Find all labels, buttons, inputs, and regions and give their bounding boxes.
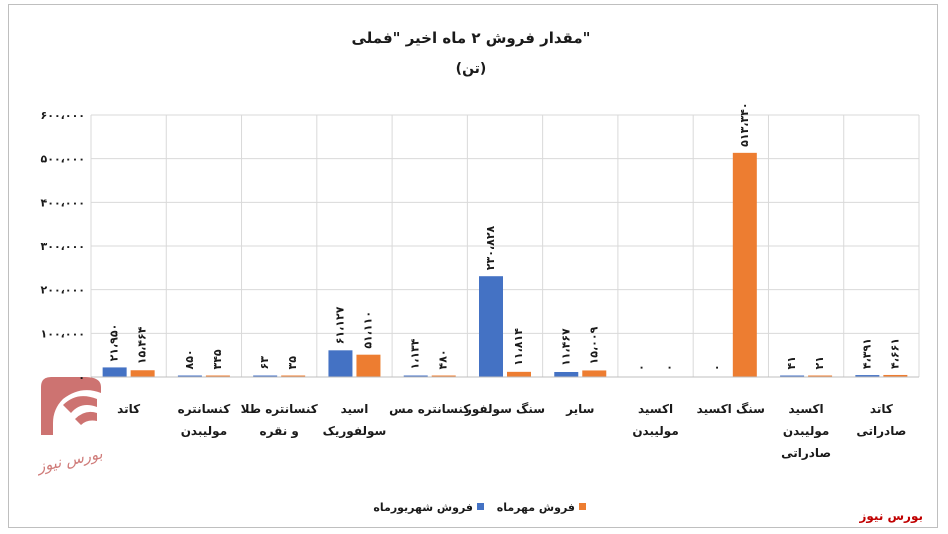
- data-label: ۱،۱۳۴: [409, 338, 422, 369]
- data-label: ۴۱: [785, 356, 798, 369]
- data-label: ۲۱: [813, 356, 826, 369]
- data-label: ۳۵: [286, 356, 299, 370]
- legend-swatch: [579, 503, 586, 510]
- chart-subtitle: (تن): [456, 61, 487, 77]
- y-tick-label: ۱۰۰،۰۰۰: [41, 327, 85, 340]
- bar-shahrivar: [855, 375, 880, 377]
- data-label: ۴،۳۹۱: [860, 338, 873, 369]
- bar-mehr: [732, 152, 757, 377]
- data-label: ۰: [635, 364, 648, 371]
- data-label: ۴۸۰: [437, 349, 450, 369]
- bar-shahrivar: [479, 276, 503, 377]
- data-label: ۶۳: [258, 356, 271, 370]
- data-label: ۵۱۳،۳۴۰: [738, 102, 751, 146]
- bar-mehr: [507, 371, 531, 377]
- bar-shahrivar: [102, 367, 127, 377]
- category-label: اسید: [341, 402, 369, 416]
- y-tick-label: ۴۰۰،۰۰۰: [41, 196, 85, 209]
- data-label: ۵۱،۱۱۰: [361, 311, 374, 349]
- category-label: کاتد: [117, 402, 140, 416]
- bar-chart: مقدار فروش ۲ ماه اخیر "فملی" (تن) بورس ن…: [34, 29, 920, 514]
- data-label: ۱۱،۸۱۴: [512, 328, 525, 366]
- category-label: صادراتی: [856, 424, 906, 438]
- chart-title: مقدار فروش ۲ ماه اخیر "فملی": [352, 29, 591, 47]
- chart-frame: مقدار فروش ۲ ماه اخیر "فملی" (تن) بورس ن…: [8, 4, 938, 528]
- bar-mehr: [883, 374, 908, 377]
- category-label: اکسید: [638, 402, 673, 416]
- category-label: کنسانتره مس: [389, 402, 470, 416]
- data-label: ۸۵۰: [183, 349, 196, 369]
- category-label: کنسانتره: [178, 402, 231, 416]
- legend-label: فروش مهرماه: [497, 501, 575, 514]
- bar-mehr: [281, 375, 306, 377]
- bar-mehr: [356, 354, 381, 377]
- data-label: ۴،۶۶۱: [888, 338, 901, 369]
- bar-mehr: [130, 370, 155, 377]
- category-label: کنسانتره طلا: [241, 402, 318, 416]
- data-label: ۳۴۵: [211, 349, 224, 369]
- data-label: ۱۵،۴۶۴: [136, 326, 149, 364]
- legend-swatch: [477, 503, 484, 510]
- bar-mehr: [431, 375, 456, 377]
- category-label: مولیبدن: [181, 424, 227, 439]
- data-label: ۲۳۰،۸۲۸: [484, 225, 497, 270]
- y-tick-label: ۰: [78, 371, 85, 384]
- y-tick-label: ۳۰۰،۰۰۰: [41, 240, 85, 253]
- data-label: ۰: [663, 364, 676, 371]
- y-tick-label: ۶۰۰،۰۰۰: [41, 109, 85, 122]
- category-label: صادراتی: [781, 446, 831, 460]
- data-label: ۱۵،۰۰۹: [587, 326, 600, 364]
- bar-mehr: [808, 375, 833, 377]
- y-tick-label: ۲۰۰،۰۰۰: [41, 284, 85, 297]
- bourse-news-logo: بورس نیوز: [34, 377, 104, 476]
- category-label: مولیبدن: [632, 424, 678, 439]
- data-label: ۶۱،۱۲۷: [333, 306, 346, 344]
- bar-shahrivar: [253, 375, 278, 377]
- bar-mehr: [205, 375, 230, 377]
- category-label: و نقره: [260, 424, 299, 439]
- category-label: اکسید: [789, 402, 824, 416]
- bar-mehr: [582, 370, 607, 377]
- source-label: بورس نیوز: [859, 509, 923, 523]
- category-label: سنگ اکسید: [697, 402, 765, 416]
- bar-shahrivar: [328, 350, 353, 377]
- category-label: مولیبدن: [783, 424, 829, 439]
- legend-label: فروش شهریورماه: [373, 501, 473, 514]
- bar-shahrivar: [780, 375, 805, 377]
- bar-shahrivar: [403, 375, 428, 377]
- data-label: ۰: [710, 364, 723, 371]
- bar-shahrivar: [554, 371, 579, 377]
- category-label: سنگ سولفور: [464, 402, 545, 417]
- y-tick-label: ۵۰۰،۰۰۰: [41, 153, 85, 166]
- svg-text:بورس نیوز: بورس نیوز: [34, 444, 104, 476]
- bar-shahrivar: [177, 375, 202, 377]
- data-label: ۱۱،۴۶۷: [559, 328, 572, 366]
- data-label: ۲۱،۹۵۰: [108, 324, 121, 362]
- category-label: کاتد: [870, 402, 893, 416]
- category-label: سایر: [565, 402, 594, 416]
- category-label: سولفوریک: [323, 424, 387, 439]
